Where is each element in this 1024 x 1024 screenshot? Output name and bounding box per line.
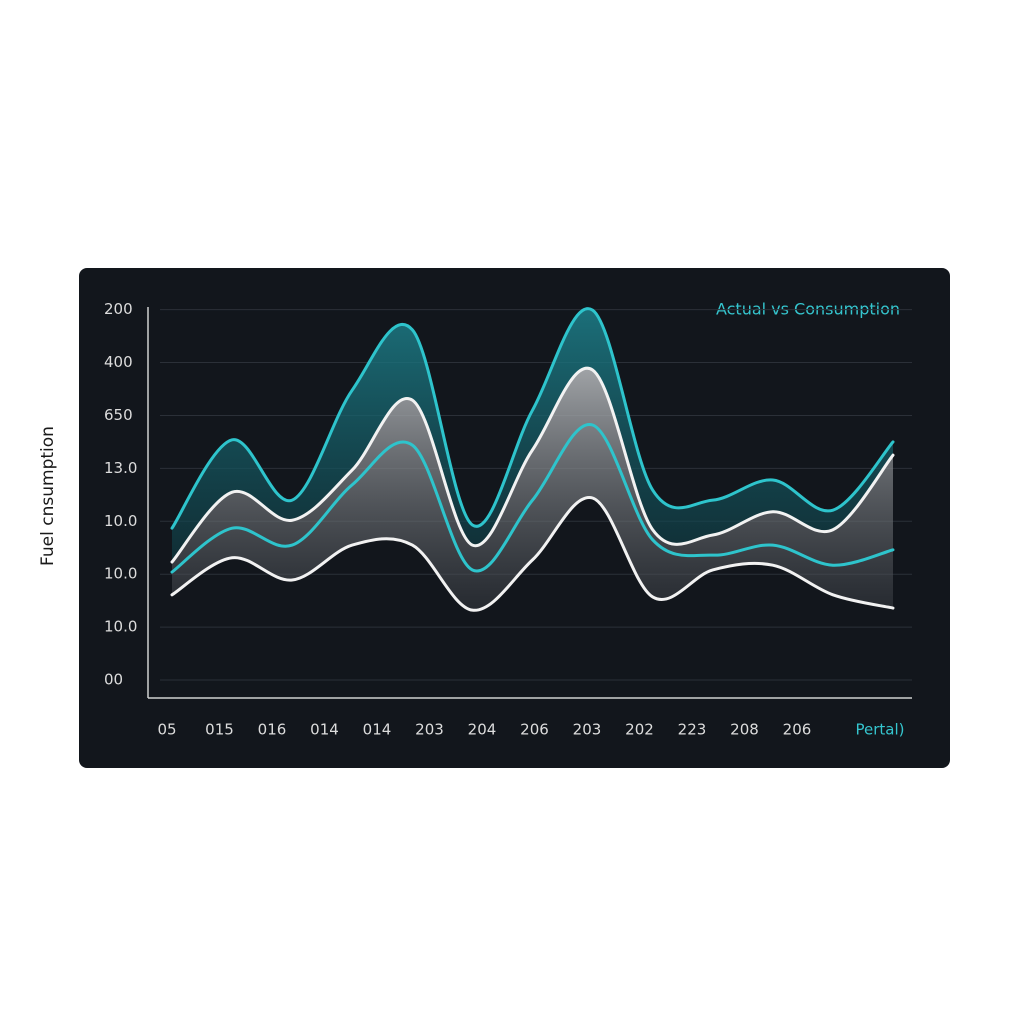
x-tick-label: 206 (520, 721, 549, 739)
y-tick-label: 10.0 (104, 512, 137, 530)
x-tick-label: 014 (310, 721, 339, 739)
y-tick-label: 00 (104, 671, 123, 689)
y-tick-label: 10.0 (104, 565, 137, 583)
y-tick-label: 10.0 (104, 618, 137, 636)
x-tick-label: 223 (678, 721, 707, 739)
y-tick-label: 400 (104, 353, 133, 371)
y-axis-label: Fuel cnsumption (38, 426, 58, 566)
series-line (170, 307, 895, 530)
band-fill (172, 308, 893, 563)
series-line (170, 366, 895, 564)
x-tick-label: 016 (258, 721, 287, 739)
fills (172, 308, 893, 611)
series-line (170, 423, 895, 574)
y-tick-label: 650 (104, 406, 133, 424)
x-tick-label: 208 (730, 721, 759, 739)
series-line (170, 496, 895, 612)
x-tick-label: 015 (205, 721, 234, 739)
band-fill (172, 368, 893, 611)
y-tick-label: 200 (104, 300, 133, 318)
x-tick-label: 202 (625, 721, 654, 739)
x-axis-label: Pertal) (856, 721, 905, 739)
x-tick-label: 203 (415, 721, 444, 739)
y-tick-label: 13.0 (104, 459, 137, 477)
x-tick-label: 203 (573, 721, 602, 739)
x-tick-label: 05 (157, 721, 176, 739)
chart-title: Actual vs Consumption (716, 300, 900, 319)
x-tick-label: 014 (363, 721, 392, 739)
lines (170, 307, 895, 612)
x-tick-label: 204 (468, 721, 497, 739)
x-tick-label: 206 (783, 721, 812, 739)
